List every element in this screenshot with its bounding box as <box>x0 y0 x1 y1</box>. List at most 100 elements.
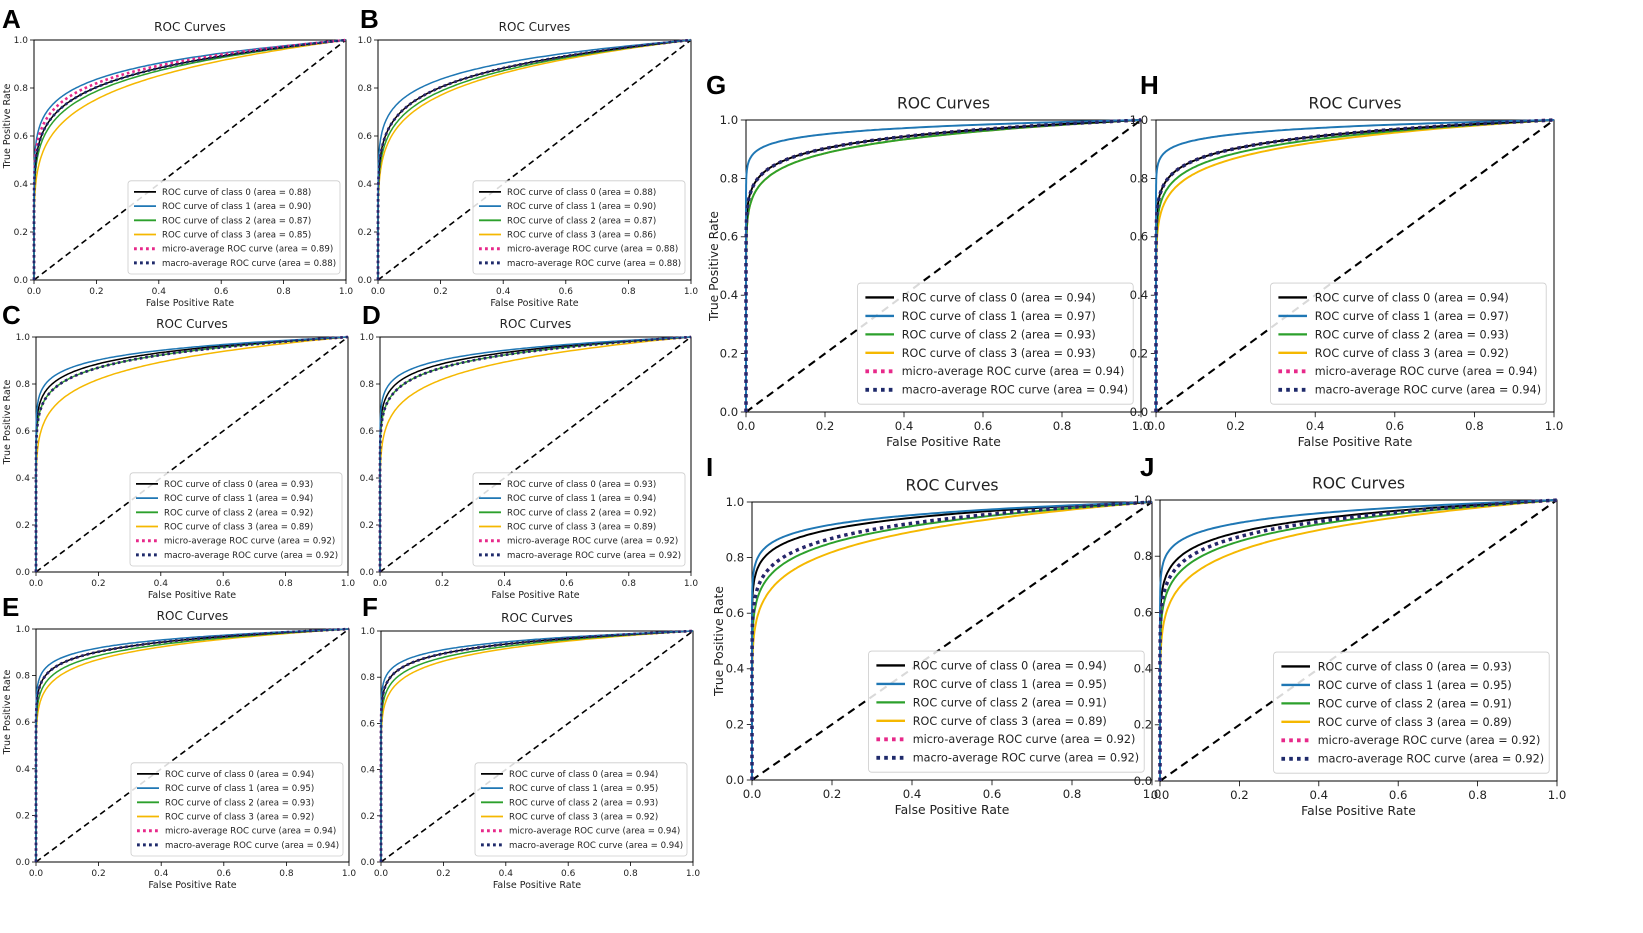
y-tick-label: 0.6 <box>1130 230 1149 244</box>
y-tick-label: 0.0 <box>720 405 739 419</box>
legend-label-class3: ROC curve of class 3 (area = 0.92) <box>509 813 658 823</box>
y-tick-label: 0.4 <box>16 765 31 775</box>
panel-b: B ROC Curves 0.0 0.2 0.4 0.6 0.8 1.0 0.0 0.2 0.4 0.… <box>358 4 699 309</box>
legend-label-class0: ROC curve of class 0 (area = 0.94) <box>1315 291 1509 304</box>
x-axis-label: False Positive Rate <box>146 298 234 309</box>
legend-label-micro: micro-average ROC curve (area = 0.88) <box>507 245 678 255</box>
x-axis-label: False Positive Rate <box>148 880 236 891</box>
x-axis-label: False Positive Rate <box>895 803 1010 817</box>
legend: ROC curve of class 0 (area = 0.94) ROC cu… <box>130 762 344 857</box>
legend: ROC curve of class 0 (area = 0.94) ROC cu… <box>474 762 688 857</box>
chart-title: ROC Curves <box>154 20 226 34</box>
x-tick-label: 0.2 <box>1230 788 1249 802</box>
roc-curve-class0 <box>380 630 694 862</box>
legend-label-micro: micro-average ROC curve (area = 0.92) <box>913 733 1136 746</box>
chance-line <box>751 501 1153 781</box>
legend-label-class1: ROC curve of class 1 (area = 0.97) <box>1315 310 1509 323</box>
chart-title: ROC Curves <box>157 609 229 623</box>
legend: ROC curve of class 0 (area = 0.93) ROC cu… <box>129 472 343 567</box>
x-tick-label: 0.4 <box>152 287 167 297</box>
legend-label-micro: micro-average ROC curve (area = 0.94) <box>509 827 680 837</box>
legend-label-class0: ROC curve of class 0 (area = 0.94) <box>509 770 658 780</box>
x-axis-label: False Positive Rate <box>490 298 578 309</box>
y-tick-label: 0.2 <box>1130 347 1149 361</box>
x-tick-label: 0.6 <box>974 419 993 433</box>
x-tick-label: 1.0 <box>1143 787 1162 801</box>
legend-label-class3: ROC curve of class 3 (area = 0.89) <box>1318 716 1512 729</box>
roc-curve-class2 <box>745 119 1142 412</box>
x-tick-label: 0.8 <box>278 579 293 589</box>
x-tick-label: 0.8 <box>1465 419 1484 433</box>
y-tick-label: 0.0 <box>360 568 375 578</box>
roc-curve-class1 <box>751 501 1153 780</box>
chart-title: ROC Curves <box>499 20 571 34</box>
y-tick-label: 0.8 <box>1134 549 1153 563</box>
x-tick-label: 0.0 <box>29 869 44 879</box>
legend-label-class0: ROC curve of class 0 (area = 0.93) <box>1318 660 1512 673</box>
roc-curve-class0 <box>745 119 1142 412</box>
legend: ROC curve of class 0 (area = 0.88) ROC cu… <box>127 180 341 275</box>
roc-curve-class3 <box>35 628 350 862</box>
y-tick-label: 0.8 <box>16 380 31 390</box>
y-tick-label: 0.8 <box>16 672 31 682</box>
y-tick-label: 0.0 <box>16 568 31 578</box>
y-tick-label: 0.2 <box>14 228 28 238</box>
roc-curve-class3 <box>33 39 347 280</box>
x-tick-label: 0.2 <box>436 869 450 879</box>
panel-f: F ROC Curves 0.0 0.2 0.4 0.6 0.8 1.0 0.0 0.2 0.4 0.… <box>361 592 701 891</box>
panel-letter: D <box>362 300 381 330</box>
roc-curve-class3 <box>35 336 349 572</box>
roc-curve-class1 <box>33 39 347 280</box>
x-tick-label: 0.2 <box>435 579 449 589</box>
y-tick-label: 1.0 <box>1130 113 1149 127</box>
y-tick-label: 0.4 <box>16 474 31 484</box>
y-tick-label: 0.0 <box>1130 405 1149 419</box>
x-tick-label: 0.6 <box>214 287 229 297</box>
x-tick-label: 0.2 <box>89 287 103 297</box>
y-tick-label: 0.2 <box>358 228 372 238</box>
roc-curve-class0 <box>1159 499 1558 781</box>
x-tick-label: 0.2 <box>91 869 105 879</box>
y-tick-label: 0.2 <box>360 521 374 531</box>
x-tick-label: 0.0 <box>743 787 762 801</box>
panel-a: A ROC Curves 0.0 0.2 0.4 0.6 0.8 1.0 0.0 0.2 0.4 0.… <box>2 4 353 309</box>
legend-label-macro: macro-average ROC curve (area = 0.88) <box>507 259 681 269</box>
legend-box <box>127 180 341 275</box>
legend-label-class0: ROC curve of class 0 (area = 0.93) <box>164 480 313 490</box>
chance-line <box>35 628 350 863</box>
y-tick-label: 1.0 <box>360 333 375 343</box>
legend-label-class0: ROC curve of class 0 (area = 0.94) <box>902 291 1096 304</box>
chance-line <box>33 39 347 281</box>
legend-label-class0: ROC curve of class 0 (area = 0.93) <box>507 480 656 490</box>
legend-label-class3: ROC curve of class 3 (area = 0.93) <box>902 347 1096 360</box>
legend-label-class0: ROC curve of class 0 (area = 0.94) <box>913 659 1107 672</box>
chance-line <box>379 336 692 573</box>
y-tick-label: 0.6 <box>360 427 375 437</box>
x-tick-label: 0.2 <box>433 287 447 297</box>
legend-label-macro: macro-average ROC curve (area = 0.94) <box>1315 384 1541 397</box>
legend-label-class1: ROC curve of class 1 (area = 0.94) <box>507 494 656 504</box>
x-tick-label: 0.0 <box>29 579 44 589</box>
x-axis-label: False Positive Rate <box>491 590 579 601</box>
x-tick-label: 1.0 <box>341 579 356 589</box>
legend-label-macro: macro-average ROC curve (area = 0.92) <box>507 551 681 561</box>
y-tick-label: 0.0 <box>1134 774 1153 788</box>
x-tick-label: 0.4 <box>1306 419 1325 433</box>
legend-label-micro: micro-average ROC curve (area = 0.94) <box>902 365 1125 378</box>
y-tick-label: 1.0 <box>16 625 31 635</box>
y-tick-label: 0.2 <box>361 812 375 822</box>
y-tick-label: 0.2 <box>726 717 745 731</box>
x-tick-label: 0.6 <box>559 579 574 589</box>
y-tick-label: 1.0 <box>726 495 745 509</box>
legend-label-class3: ROC curve of class 3 (area = 0.89) <box>507 523 656 533</box>
chart-title: ROC Curves <box>156 317 228 331</box>
x-tick-label: 0.4 <box>496 287 511 297</box>
legend-label-macro: macro-average ROC curve (area = 0.94) <box>165 841 339 851</box>
legend-label-class2: ROC curve of class 2 (area = 0.92) <box>507 508 656 518</box>
chance-line <box>377 39 692 281</box>
roc-curve-class3 <box>751 501 1153 780</box>
roc-curve-macro <box>32 38 347 280</box>
y-tick-label: 0.6 <box>358 132 373 142</box>
legend-label-class1: ROC curve of class 1 (area = 0.90) <box>507 202 656 212</box>
x-tick-label: 1.0 <box>1548 788 1567 802</box>
